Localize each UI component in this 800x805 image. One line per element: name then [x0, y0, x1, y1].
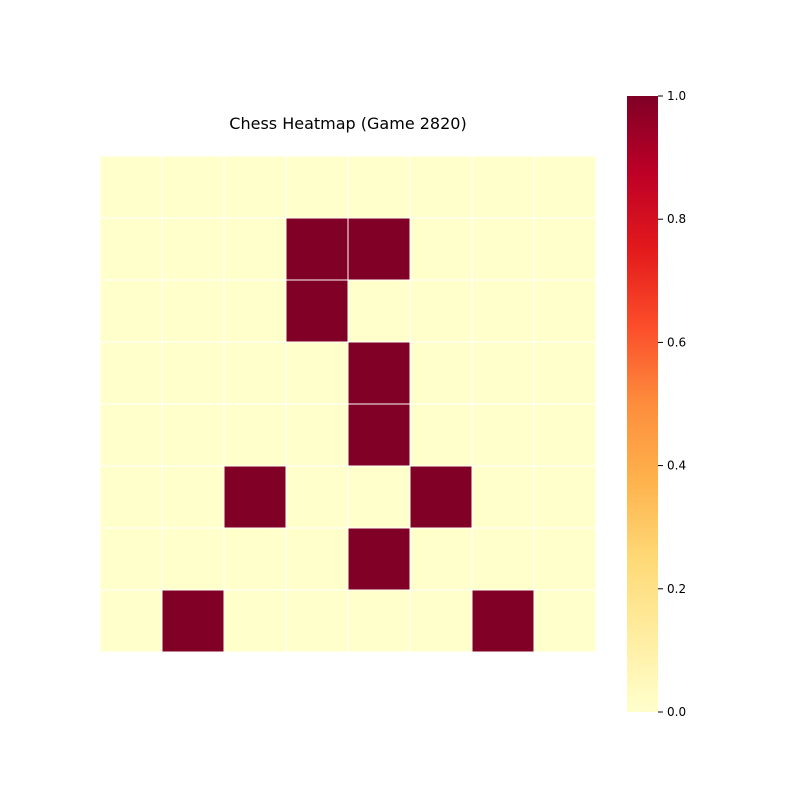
colorbar-tick-label: 0.2 — [667, 582, 686, 596]
heatmap-cell-r7-c1 — [161, 589, 225, 653]
heatmap-cell-r7-c0 — [99, 589, 163, 653]
heatmap-cell-r0-c6 — [471, 155, 535, 219]
colorbar-tick-label: 0.4 — [667, 459, 686, 473]
heatmap-cell-r2-c0 — [99, 279, 163, 343]
heatmap-cell-r4-c7 — [533, 403, 597, 467]
heatmap-cell-r2-c5 — [409, 279, 473, 343]
heatmap-cell-r3-c3 — [285, 341, 349, 405]
heatmap-cell-r6-c3 — [285, 527, 349, 591]
heatmap-cell-r4-c1 — [161, 403, 225, 467]
heatmap-cell-r1-c7 — [533, 217, 597, 281]
heatmap-cell-r6-c6 — [471, 527, 535, 591]
heatmap-cell-r0-c5 — [409, 155, 473, 219]
heatmap-cell-r5-c7 — [533, 465, 597, 529]
heatmap-cell-r7-c3 — [285, 589, 349, 653]
heatmap-cell-r6-c2 — [223, 527, 287, 591]
heatmap-cell-r1-c0 — [99, 217, 163, 281]
heatmap-cell-r1-c1 — [161, 217, 225, 281]
heatmap-cell-r3-c7 — [533, 341, 597, 405]
heatmap-cell-r6-c5 — [409, 527, 473, 591]
heatmap-cell-r1-c2 — [223, 217, 287, 281]
heatmap-cell-r7-c5 — [409, 589, 473, 653]
heatmap-cell-r0-c3 — [285, 155, 349, 219]
heatmap-cell-r5-c6 — [471, 465, 535, 529]
heatmap-cell-r1-c4 — [347, 217, 411, 281]
heatmap-cell-r4-c0 — [99, 403, 163, 467]
heatmap-cell-r3-c4 — [347, 341, 411, 405]
heatmap-cell-r5-c3 — [285, 465, 349, 529]
heatmap-cell-r3-c1 — [161, 341, 225, 405]
heatmap-cell-r7-c2 — [223, 589, 287, 653]
heatmap-cell-r6-c4 — [347, 527, 411, 591]
colorbar-tick-label: 0.6 — [667, 335, 686, 349]
heatmap-cell-r2-c3 — [285, 279, 349, 343]
colorbar-tick-label: 0.8 — [667, 212, 686, 226]
heatmap-cell-r0-c4 — [347, 155, 411, 219]
heatmap-cell-r2-c1 — [161, 279, 225, 343]
heatmap-cell-r7-c4 — [347, 589, 411, 653]
heatmap-cell-r6-c1 — [161, 527, 225, 591]
heatmap-cell-r0-c1 — [161, 155, 225, 219]
heatmap-cell-r3-c2 — [223, 341, 287, 405]
heatmap-cell-r4-c2 — [223, 403, 287, 467]
heatmap-cell-r4-c4 — [347, 403, 411, 467]
heatmap-cell-r2-c2 — [223, 279, 287, 343]
heatmap-cell-r0-c2 — [223, 155, 287, 219]
heatmap-cell-r5-c5 — [409, 465, 473, 529]
colorbar — [627, 96, 658, 712]
colorbar-tick-label: 0.0 — [667, 705, 686, 719]
heatmap-cell-r6-c7 — [533, 527, 597, 591]
heatmap-cell-r1-c3 — [285, 217, 349, 281]
heatmap-cell-r5-c4 — [347, 465, 411, 529]
heatmap-cell-r4-c6 — [471, 403, 535, 467]
colorbar-ticks: 0.0 0.2 0.4 0.6 0.8 1.0 — [658, 89, 686, 719]
heatmap-cell-r0-c7 — [533, 155, 597, 219]
heatmap-cell-r1-c5 — [409, 217, 473, 281]
heatmap-cell-r5-c0 — [99, 465, 163, 529]
heatmap-cell-r4-c3 — [285, 403, 349, 467]
heatmap-cell-r7-c6 — [471, 589, 535, 653]
heatmap-cell-r5-c2 — [223, 465, 287, 529]
heatmap-cell-r2-c4 — [347, 279, 411, 343]
heatmap-cell-r1-c6 — [471, 217, 535, 281]
chart-title: Chess Heatmap (Game 2820) — [229, 114, 466, 133]
heatmap-cell-r3-c0 — [99, 341, 163, 405]
heatmap-cell-r0-c0 — [99, 155, 163, 219]
heatmap-cell-r7-c7 — [533, 589, 597, 653]
heatmap-cell-r3-c5 — [409, 341, 473, 405]
heatmap-cell-r3-c6 — [471, 341, 535, 405]
heatmap-cell-r4-c5 — [409, 403, 473, 467]
colorbar-tick-label: 1.0 — [667, 89, 686, 103]
heatmap-cell-r5-c1 — [161, 465, 225, 529]
heatmap-cell-r2-c7 — [533, 279, 597, 343]
heatmap-cells — [99, 155, 597, 653]
heatmap-cell-r2-c6 — [471, 279, 535, 343]
heatmap-cell-r6-c0 — [99, 527, 163, 591]
